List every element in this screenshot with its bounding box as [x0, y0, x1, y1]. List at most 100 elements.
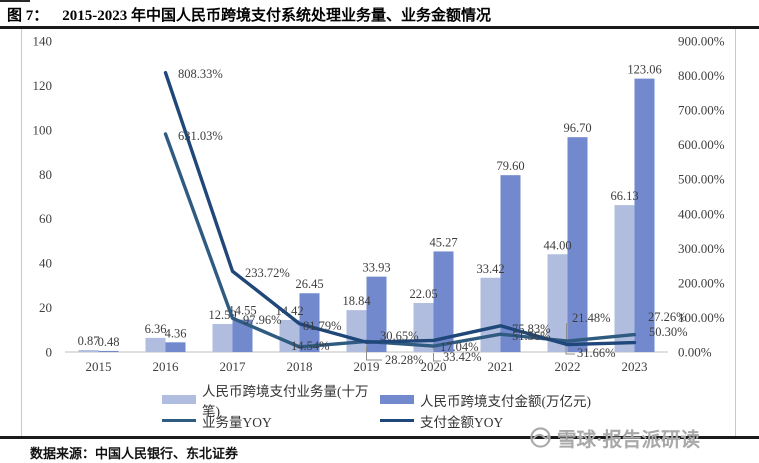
bar-volume [480, 277, 501, 352]
bar-label: 123.06 [627, 63, 661, 77]
left-axis-tick: 120 [33, 78, 53, 93]
bar-volume [78, 350, 99, 352]
line-label: 808.33% [178, 67, 223, 81]
x-axis-label: 2015 [86, 359, 112, 374]
legend-row-1: 人民币跨境支付业务量(十万笔) 人民币跨境支付金额(万亿元) [162, 384, 722, 419]
line-label: 51.56% [512, 329, 551, 343]
x-axis-label: 2021 [488, 359, 514, 374]
legend-row-2: 业务量YOY 支付金额YOY [162, 410, 722, 431]
combo-chart: 0 20 40 60 80 100 120 140 0.00% 100.00% 200.00% 300… [33, 34, 725, 375]
left-axis-tick: 140 [33, 34, 53, 49]
line-label: 50.30% [649, 325, 688, 339]
legend-swatch-volume-yoy [162, 418, 196, 423]
bar-label: 33.42 [476, 262, 504, 276]
bar-volume [145, 337, 166, 352]
bar-amount [433, 251, 454, 352]
right-axis-tick: 600.00% [678, 137, 725, 152]
bar-amount [634, 78, 655, 353]
legend-item-amount-bar: 人民币跨境支付金额(万亿元) [380, 390, 598, 410]
right-axis-tick: 900.00% [678, 34, 725, 49]
legend-item-amount-yoy: 支付金额YOY [380, 411, 598, 431]
right-axis-tick: 0.00% [678, 345, 712, 360]
left-axis-tick: 0 [46, 345, 53, 360]
data-source-text: 数据来源：中国人民银行、东北证券 [30, 446, 239, 461]
right-axis-tick: 800.00% [678, 68, 725, 83]
line-amount-yoy [163, 70, 637, 347]
bar-amount [500, 175, 521, 352]
line-label: 75.83% [512, 322, 551, 336]
line-label: 81.79% [303, 319, 342, 333]
bar-label: 79.60 [496, 159, 524, 173]
figure-left-border [21, 29, 22, 436]
legend-item-volume-yoy: 业务量YOY [162, 411, 380, 431]
left-axis-tick: 40 [39, 256, 52, 271]
line-label: 31.66% [577, 346, 616, 360]
bar-label: 96.70 [563, 121, 591, 135]
legend-label-amount-yoy: 支付金额YOY [420, 414, 504, 430]
left-axis-tick: 80 [39, 167, 52, 182]
title-divider-line [0, 26, 759, 29]
bar-label: 44.00 [543, 238, 571, 252]
bottom-border-line [0, 436, 759, 439]
legend-swatch-amount-bar [380, 395, 414, 404]
x-axis-label: 2020 [421, 359, 447, 374]
left-axis-tick: 100 [33, 122, 53, 137]
bar-label: 26.45 [295, 277, 323, 291]
bar-volume [212, 324, 233, 352]
x-axis-label: 2019 [354, 359, 380, 374]
legend-swatch-volume-bar [162, 395, 196, 404]
legend-swatch-amount-yoy [380, 418, 414, 423]
watermark: 雪球·报告派研读 [529, 423, 700, 452]
bar-label: 14.55 [228, 304, 256, 318]
line-label: 97.96% [243, 313, 282, 327]
right-axis-tick: 300.00% [678, 241, 725, 256]
bar-amount [165, 342, 186, 352]
x-axis-label: 2018 [287, 359, 313, 374]
label-leader-line [366, 346, 382, 361]
watermark-text: 雪球·报告派研读 [557, 430, 701, 451]
legend-label-volume-bar: 人民币跨境支付业务量(十万笔) [202, 383, 369, 419]
right-axis-tick: 100.00% [678, 310, 725, 325]
label-leader-line [433, 353, 441, 362]
bar-label: 6.36 [145, 322, 167, 336]
bar-label: 14.42 [275, 304, 303, 318]
bar-amount [366, 276, 387, 352]
line-label: 28.28% [385, 353, 424, 367]
line-label: 14.54% [291, 339, 330, 353]
legend-item-volume-bar: 人民币跨境支付业务量(十万笔) [162, 380, 380, 420]
right-axis-tick: 400.00% [678, 206, 725, 221]
bar-label: 18.84 [342, 294, 371, 308]
bar-label: 4.36 [165, 326, 187, 340]
label-leader-line [565, 343, 575, 355]
line-label: 27.26% [648, 310, 687, 324]
right-axis-tick: 200.00% [678, 275, 725, 290]
bar-amount [98, 350, 119, 352]
x-axis-label: 2022 [555, 359, 581, 374]
x-axis-label: 2017 [220, 359, 247, 374]
bar-amount [299, 293, 320, 352]
bar-label: 0.48 [98, 335, 120, 349]
line-label: 21.48% [572, 311, 611, 325]
line-label: 33.42% [443, 350, 482, 364]
bar-label: 66.13 [610, 189, 638, 203]
x-axis-label: 2016 [153, 359, 180, 374]
right-axis-tick: 500.00% [678, 172, 725, 187]
left-axis-tick: 60 [39, 211, 52, 226]
figure-title-row: 图 7： 2015-2023 年中国人民币跨境支付系统处理业务量、业务金额情况 [7, 4, 491, 25]
bar-amount [232, 319, 253, 352]
line-label: 30.65% [380, 329, 419, 343]
bar-volume [547, 254, 568, 352]
legend-label-volume-yoy: 业务量YOY [202, 414, 272, 430]
bar-label: 33.93 [362, 261, 390, 275]
bar-volume [346, 310, 367, 352]
bar-volume [614, 205, 635, 352]
figure-title: 2015-2023 年中国人民币跨境支付系统处理业务量、业务金额情况 [62, 8, 492, 24]
right-axis-tick: 700.00% [678, 103, 725, 118]
legend-label-amount-bar: 人民币跨境支付金额(万亿元) [420, 393, 591, 409]
bar-label: 0.87 [78, 334, 100, 348]
figure-number-label: 图 7： [7, 8, 49, 24]
bar-label: 45.27 [429, 235, 457, 249]
line-label: 17.04% [440, 340, 479, 354]
line-label: 233.72% [245, 266, 290, 280]
